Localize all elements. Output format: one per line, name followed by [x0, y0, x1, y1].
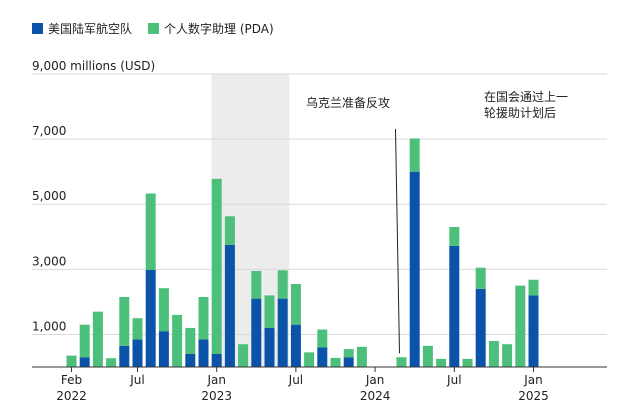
bar-usaf-2023-08	[317, 347, 328, 367]
x-tick-label: Jan	[365, 373, 385, 387]
bar-usaf-2022-06	[132, 339, 143, 367]
bar-usaf-2022-11	[198, 339, 209, 367]
bar-usaf-2023-06	[290, 324, 301, 367]
shade-band	[211, 74, 290, 367]
legend-swatch-pda	[148, 23, 160, 34]
bar-pda-2022-03	[92, 311, 103, 367]
legend-label-pda: 个人数字助理 (PDA)	[164, 22, 274, 36]
bar-pda-2023-01	[224, 216, 235, 245]
bar-pda-2022-04	[106, 358, 117, 367]
legend-item-pda: 个人数字助理 (PDA)	[148, 20, 274, 37]
y-tick-label: 9,000 millions (USD)	[32, 59, 155, 73]
bar-pda-2024-12	[528, 279, 539, 296]
x-tick-label: Jul	[288, 373, 303, 387]
bar-pda-2024-08	[475, 267, 486, 289]
bar-pda-2024-05	[436, 358, 447, 367]
bar-pda-2022-12	[211, 178, 222, 354]
bar-pda-2022-06	[132, 318, 143, 340]
bar-usaf-2022-05	[119, 345, 130, 367]
x-tick-year: 2023	[201, 389, 232, 403]
bar-pda-2023-11	[356, 346, 367, 367]
legend-label-usaf: 美国陆军航空队	[48, 22, 133, 36]
bar-usaf-2023-01	[224, 244, 235, 367]
bar-usaf-2022-07	[145, 269, 156, 367]
y-tick-label: 3,000	[32, 254, 66, 268]
bar-usaf-2022-10	[185, 353, 196, 367]
bar-pda-2023-06	[290, 283, 301, 325]
bar-pda-2024-10	[502, 344, 513, 367]
bar-pda-2023-10	[343, 349, 354, 358]
bar-pda-2024-09	[488, 340, 499, 367]
bar-pda-2024-02	[396, 357, 407, 367]
bar-pda-2023-03	[251, 270, 262, 299]
y-tick-label: 5,000	[32, 189, 66, 203]
bar-usaf-2023-03	[251, 298, 262, 367]
bar-pda-2022-02	[79, 324, 90, 358]
bar-pda-2022-01	[66, 355, 77, 367]
bar-usaf-2023-05	[277, 298, 288, 367]
bar-pda-2023-05	[277, 270, 288, 299]
bar-usaf-2024-03	[409, 171, 420, 367]
bar-usaf-2024-12	[528, 295, 539, 367]
y-tick-label: 1,000	[32, 319, 66, 333]
x-tick-label: Jul	[129, 373, 144, 387]
bar-usaf-2024-06	[449, 245, 460, 367]
legend: 美国陆军航空队 个人数字助理 (PDA)	[32, 20, 290, 37]
bar-pda-2024-03	[409, 138, 420, 172]
shade-band-label: 乌克兰准备反攻	[306, 95, 390, 110]
x-tick-label: Jul	[446, 373, 461, 387]
legend-item-usaf: 美国陆军航空队	[32, 20, 132, 37]
annotation-leader-line	[395, 128, 400, 354]
bar-pda-2023-09	[330, 357, 341, 367]
bar-pda-2024-06	[449, 227, 460, 246]
bar-pda-2023-07	[304, 352, 315, 367]
bar-pda-2022-07	[145, 193, 156, 270]
bar-pda-2023-08	[317, 329, 328, 348]
x-tick-label: Feb	[61, 373, 82, 387]
bar-pda-2022-11	[198, 297, 209, 340]
bar-pda-2023-02	[238, 344, 249, 367]
bar-pda-2022-08	[158, 288, 169, 332]
annotation-line-2: 轮援助计划后	[484, 106, 556, 120]
x-tick-label: Jan	[523, 373, 543, 387]
bar-pda-2024-04	[422, 345, 433, 367]
x-tick-year: 2024	[360, 389, 391, 403]
bar-pda-2024-07	[462, 358, 473, 367]
bar-usaf-2023-04	[264, 327, 275, 367]
bar-usaf-2023-10	[343, 357, 354, 367]
bar-pda-2024-11	[515, 285, 526, 367]
x-tick-year: 2022	[56, 389, 87, 403]
bar-pda-2022-09	[172, 314, 183, 367]
bar-pda-2023-04	[264, 295, 275, 328]
x-tick-year: 2025	[518, 389, 549, 403]
bar-pda-2022-10	[185, 327, 196, 354]
bar-usaf-2022-08	[158, 331, 169, 367]
bar-pda-2022-05	[119, 297, 130, 346]
bar-usaf-2024-08	[475, 288, 486, 367]
y-tick-label: 7,000	[32, 124, 66, 138]
legend-swatch-usaf	[32, 23, 43, 34]
bar-usaf-2022-12	[211, 353, 222, 367]
bar-usaf-2022-02	[79, 357, 90, 367]
annotation-line-1: 在国会通过上一	[484, 90, 568, 104]
x-tick-label: Jan	[206, 373, 226, 387]
